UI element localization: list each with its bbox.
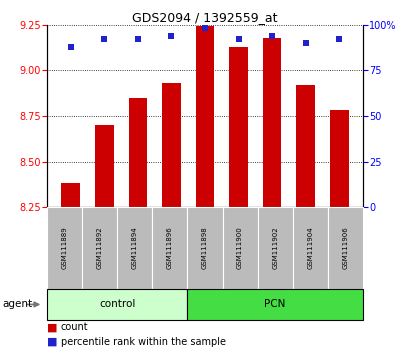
Bar	[296, 85, 314, 207]
Text: GSM111906: GSM111906	[342, 227, 348, 269]
Text: GSM111892: GSM111892	[97, 227, 103, 269]
Bar	[95, 125, 113, 207]
Bar	[229, 47, 247, 207]
Bar	[61, 183, 80, 207]
Text: GSM111898: GSM111898	[202, 227, 207, 269]
Text: GSM111900: GSM111900	[236, 227, 243, 269]
Text: control: control	[99, 299, 135, 309]
Bar	[262, 38, 281, 207]
Text: percentile rank within the sample: percentile rank within the sample	[61, 337, 225, 347]
Text: GSM111896: GSM111896	[166, 227, 173, 269]
Bar	[162, 83, 180, 207]
Text: agent: agent	[2, 299, 32, 309]
Text: GSM111889: GSM111889	[61, 227, 67, 269]
Title: GDS2094 / 1392559_at: GDS2094 / 1392559_at	[132, 11, 277, 24]
Text: GSM111902: GSM111902	[272, 227, 277, 269]
Bar	[329, 110, 348, 207]
Bar	[128, 98, 147, 207]
Text: GSM111904: GSM111904	[306, 227, 312, 269]
Text: GSM111894: GSM111894	[132, 227, 137, 269]
Bar	[195, 26, 214, 207]
Text: PCN: PCN	[264, 299, 285, 309]
Text: ■: ■	[47, 322, 58, 332]
Text: ■: ■	[47, 337, 58, 347]
Text: count: count	[61, 322, 88, 332]
